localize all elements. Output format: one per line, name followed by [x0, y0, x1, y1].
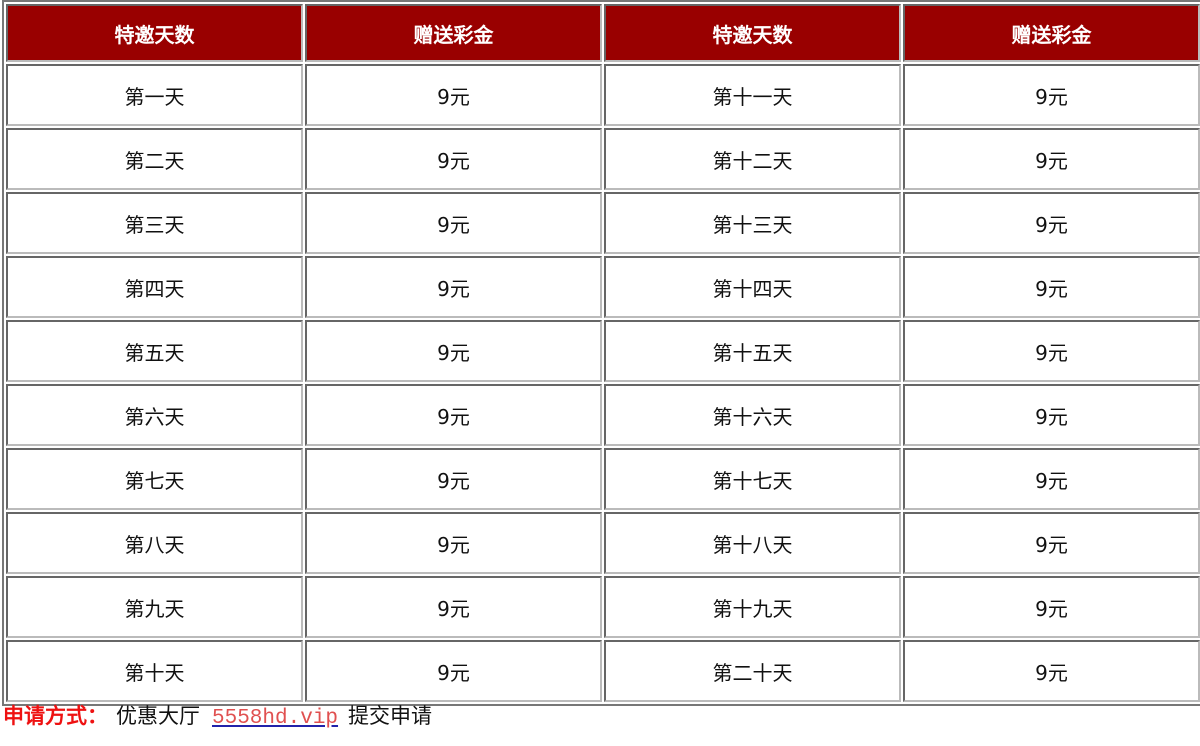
bonus-cell: 9元 — [903, 64, 1200, 126]
day-cell: 第二天 — [6, 128, 303, 190]
header-invite-days: 特邀天数 — [6, 4, 303, 62]
bonus-cell: 9元 — [305, 512, 602, 574]
bonus-table: 特邀天数 赠送彩金 特邀天数 赠送彩金 第一天 9元 第十一天 9元 第二天 9元 第十二天… — [2, 0, 1200, 706]
bonus-cell: 9元 — [305, 320, 602, 382]
day-cell: 第十三天 — [604, 192, 901, 254]
day-cell: 第十六天 — [604, 384, 901, 446]
bonus-cell: 9元 — [305, 384, 602, 446]
day-cell: 第七天 — [6, 448, 303, 510]
table-row: 第八天 9元 第十八天 9元 — [6, 512, 1200, 574]
table-row: 第二天 9元 第十二天 9元 — [6, 128, 1200, 190]
apply-method: 申请方式： 优惠大厅 5558hd.vip 提交申请 — [3, 700, 432, 730]
bonus-cell: 9元 — [305, 640, 602, 702]
header-bonus: 赠送彩金 — [305, 4, 602, 62]
table-row: 第七天 9元 第十七天 9元 — [6, 448, 1200, 510]
apply-place: 优惠大厅 — [116, 704, 200, 728]
bonus-cell: 9元 — [903, 128, 1200, 190]
bonus-cell: 9元 — [903, 256, 1200, 318]
apply-action: 提交申请 — [348, 704, 433, 728]
day-cell: 第十天 — [6, 640, 303, 702]
day-cell: 第四天 — [6, 256, 303, 318]
day-cell: 第十八天 — [604, 512, 901, 574]
bonus-cell: 9元 — [305, 448, 602, 510]
header-invite-days: 特邀天数 — [604, 4, 901, 62]
header-row: 特邀天数 赠送彩金 特邀天数 赠送彩金 — [6, 4, 1200, 62]
bonus-cell: 9元 — [903, 384, 1200, 446]
day-cell: 第一天 — [6, 64, 303, 126]
day-cell: 第十二天 — [604, 128, 901, 190]
day-cell: 第三天 — [6, 192, 303, 254]
table-row: 第十天 9元 第二十天 9元 — [6, 640, 1200, 702]
day-cell: 第六天 — [6, 384, 303, 446]
bonus-cell: 9元 — [305, 64, 602, 126]
bonus-cell: 9元 — [903, 576, 1200, 638]
bonus-cell: 9元 — [903, 640, 1200, 702]
day-cell: 第十七天 — [604, 448, 901, 510]
bonus-cell: 9元 — [305, 128, 602, 190]
bonus-cell: 9元 — [903, 320, 1200, 382]
table-row: 第一天 9元 第十一天 9元 — [6, 64, 1200, 126]
header-bonus: 赠送彩金 — [903, 4, 1200, 62]
day-cell: 第十九天 — [604, 576, 901, 638]
day-cell: 第十一天 — [604, 64, 901, 126]
day-cell: 第九天 — [6, 576, 303, 638]
table-row: 第五天 9元 第十五天 9元 — [6, 320, 1200, 382]
bonus-cell: 9元 — [305, 576, 602, 638]
day-cell: 第十五天 — [604, 320, 901, 382]
day-cell: 第十四天 — [604, 256, 901, 318]
day-cell: 第五天 — [6, 320, 303, 382]
bonus-cell: 9元 — [305, 192, 602, 254]
bonus-cell: 9元 — [305, 256, 602, 318]
bonus-cell: 9元 — [903, 448, 1200, 510]
day-cell: 第二十天 — [604, 640, 901, 702]
site-link[interactable]: 5558hd.vip — [212, 707, 339, 730]
day-cell: 第八天 — [6, 512, 303, 574]
table-row: 第六天 9元 第十六天 9元 — [6, 384, 1200, 446]
apply-label: 申请方式： — [3, 704, 108, 728]
table-row: 第三天 9元 第十三天 9元 — [6, 192, 1200, 254]
table-row: 第四天 9元 第十四天 9元 — [6, 256, 1200, 318]
bonus-cell: 9元 — [903, 192, 1200, 254]
bonus-cell: 9元 — [903, 512, 1200, 574]
table-row: 第九天 9元 第十九天 9元 — [6, 576, 1200, 638]
